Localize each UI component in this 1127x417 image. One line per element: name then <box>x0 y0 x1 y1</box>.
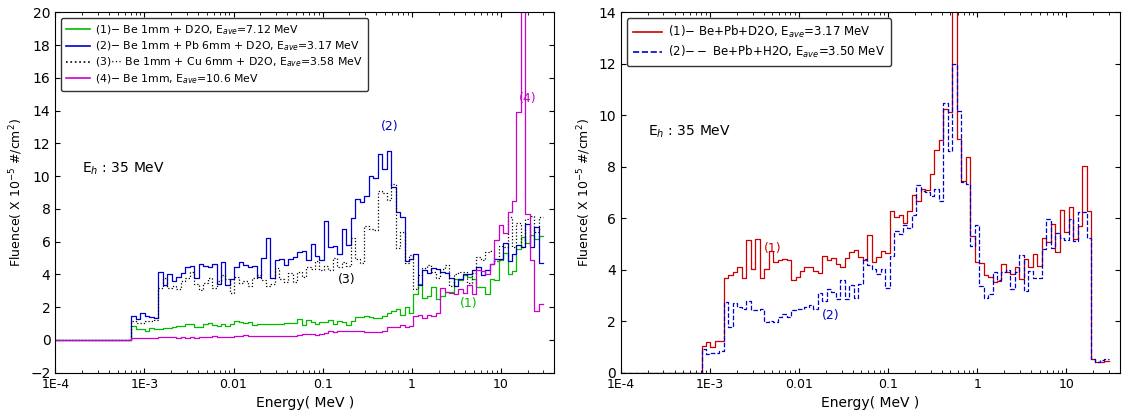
Text: E$_h$ : 35 MeV: E$_h$ : 35 MeV <box>648 124 730 141</box>
Text: (2): (2) <box>381 121 399 133</box>
X-axis label: Energy( MeV ): Energy( MeV ) <box>256 396 354 410</box>
X-axis label: Energy( MeV ): Energy( MeV ) <box>822 396 920 410</box>
Y-axis label: Fluence( X 10$^{-5}$ #/cm$^2$): Fluence( X 10$^{-5}$ #/cm$^2$) <box>7 118 25 267</box>
Text: E$_h$ : 35 MeV: E$_h$ : 35 MeV <box>82 161 165 177</box>
Text: (1): (1) <box>460 297 478 310</box>
Y-axis label: Fluence( X 10$^{-5}$ #/cm$^2$): Fluence( X 10$^{-5}$ #/cm$^2$) <box>575 118 593 267</box>
Text: (1): (1) <box>764 242 781 255</box>
Text: (2): (2) <box>822 309 840 322</box>
Text: (3): (3) <box>338 273 356 286</box>
Legend: (1)$-$ Be 1mm + D2O, E$_{ave}$=7.12 MeV, (2)$-$ Be 1mm + Pb 6mm + D2O, E$_{ave}$: (1)$-$ Be 1mm + D2O, E$_{ave}$=7.12 MeV,… <box>61 18 369 91</box>
Text: (4): (4) <box>520 93 536 106</box>
Legend: (1)$-$ Be+Pb+D2O, E$_{ave}$=3.17 MeV, (2)$--$ Be+Pb+H2O, E$_{ave}$=3.50 MeV: (1)$-$ Be+Pb+D2O, E$_{ave}$=3.17 MeV, (2… <box>627 18 891 66</box>
